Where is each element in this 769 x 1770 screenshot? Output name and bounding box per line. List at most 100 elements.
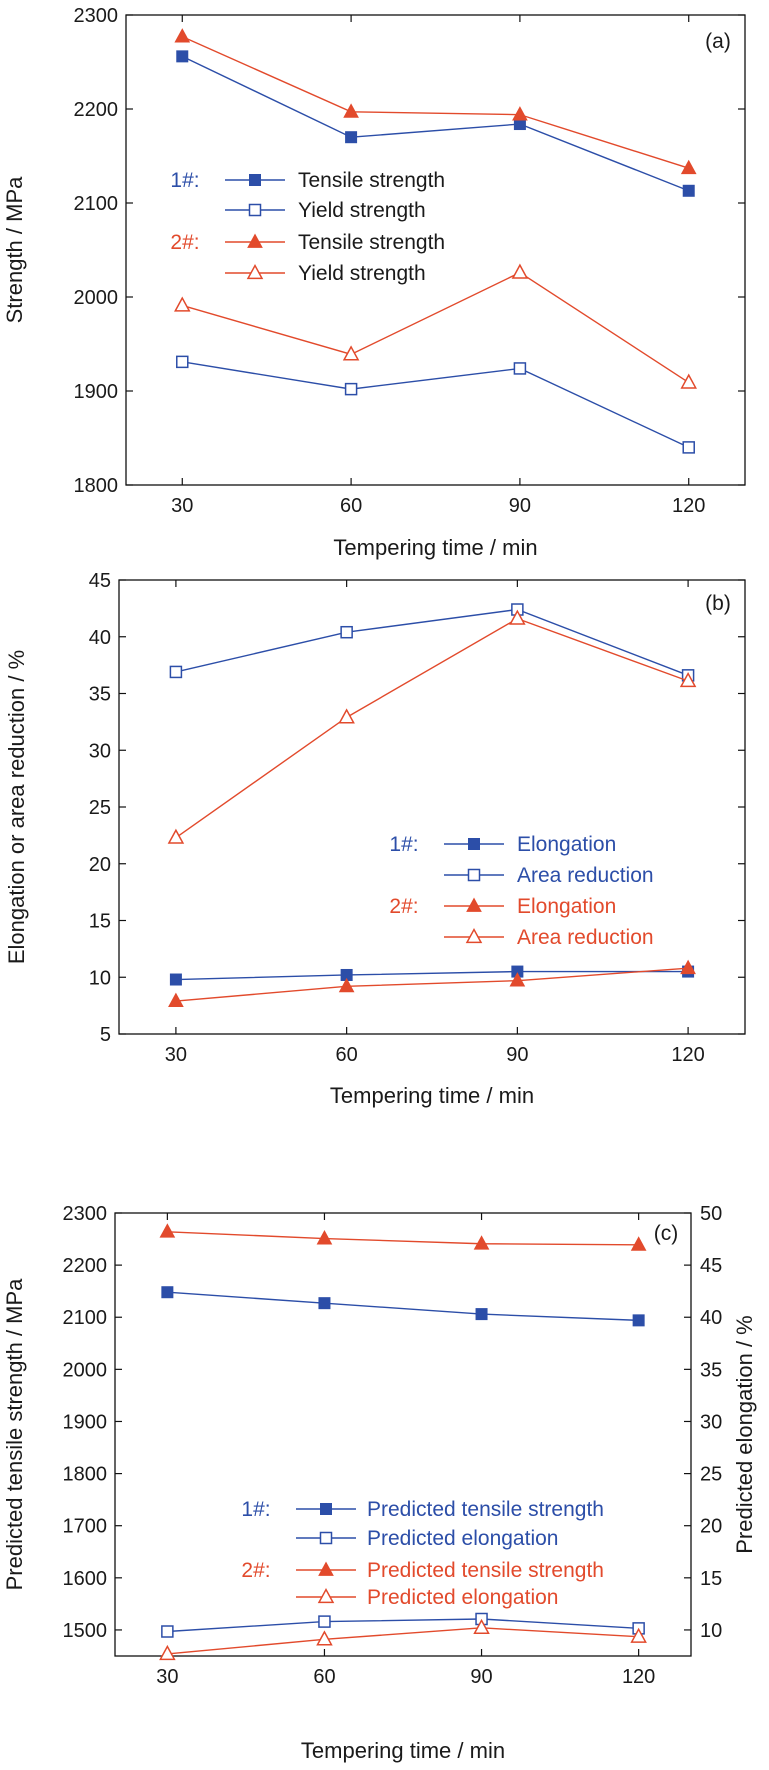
y-tick-label: 1600	[63, 1568, 108, 1590]
y-tick-label: 30	[89, 740, 111, 762]
series-line	[182, 271, 690, 384]
legend-entry-label: Elongation	[517, 833, 616, 856]
data-point	[680, 959, 696, 975]
series-2-area-reduction	[167, 609, 697, 844]
x-tick-label: 90	[509, 495, 531, 517]
series-line	[175, 967, 689, 1002]
y-tick-label: 35	[89, 684, 111, 706]
data-point	[512, 106, 528, 121]
data-point	[316, 1230, 333, 1245]
series-1-area-reduction	[169, 603, 695, 682]
x-axis-title: Tempering time / min	[330, 1083, 534, 1108]
legend-marker	[467, 868, 481, 882]
y-tick-label: 2300	[63, 1203, 108, 1225]
data-point	[682, 441, 695, 454]
legend-marker	[249, 174, 261, 186]
y2-tick-label: 20	[700, 1516, 722, 1538]
x-axis-title: Tempering time / min	[333, 535, 537, 560]
legend-group-label: 2#:	[389, 895, 418, 918]
series-2-elongation	[168, 959, 696, 1007]
legend-marker	[465, 927, 483, 944]
data-point	[174, 28, 191, 43]
y-tick-label: 1700	[63, 1516, 108, 1538]
series-line	[167, 1627, 639, 1655]
data-point	[159, 1644, 176, 1661]
data-point	[473, 1235, 490, 1250]
series-2-tensile-strength	[174, 28, 697, 175]
y2-tick-label: 30	[700, 1411, 722, 1433]
data-point	[316, 1630, 333, 1646]
legend-entry-label: Elongation	[517, 895, 616, 918]
legend-marker	[246, 263, 264, 280]
y-tick-label: 10	[89, 967, 111, 989]
y2-axis-title: Predicted elongation / %	[732, 1315, 757, 1554]
legend-marker	[318, 1561, 334, 1576]
plot-frame	[125, 14, 746, 486]
data-point	[509, 609, 526, 625]
legend-entry-label: Area reduction	[517, 926, 654, 949]
data-point	[169, 973, 182, 986]
data-point	[159, 1223, 176, 1238]
data-point	[338, 708, 355, 724]
legend-entry-label: Predicted tensile strength	[367, 1559, 604, 1582]
y-tick-label: 2200	[63, 1255, 108, 1277]
data-point	[345, 131, 358, 144]
y-tick-label: 1800	[63, 1464, 108, 1486]
x-tick-label: 30	[165, 1044, 187, 1066]
data-point	[679, 672, 697, 688]
data-point	[343, 103, 359, 118]
legend-entry-label: Area reduction	[517, 864, 654, 887]
data-point	[344, 382, 358, 396]
legend-entry-label: Tensile strength	[298, 169, 445, 192]
y-axis-title: Predicted tensile strength / MPa	[2, 1278, 27, 1591]
legend-marker	[468, 838, 480, 850]
data-point	[509, 972, 526, 987]
y2-tick-label: 10	[700, 1620, 722, 1642]
data-point	[475, 1308, 488, 1321]
chart-panel-3: 30 60 90 120 1500 1600 1700 1800 1900 2000 2100 220…	[2, 1203, 757, 1763]
series-line	[181, 35, 689, 169]
data-point	[167, 828, 185, 844]
y-tick-label: 45	[89, 570, 111, 592]
legend-group-label: 2#:	[241, 1559, 270, 1582]
y2-tick-label: 15	[700, 1568, 722, 1590]
y-tick-label: 25	[89, 797, 111, 819]
y-tick-label: 2200	[74, 99, 119, 121]
data-point	[513, 362, 527, 375]
data-point	[174, 296, 191, 312]
data-point	[340, 625, 353, 639]
y-tick-label: 1900	[63, 1411, 108, 1433]
panel-label: (a)	[705, 30, 731, 53]
data-point	[168, 992, 184, 1007]
legend-entry-label: Predicted tensile strength	[367, 1498, 604, 1521]
legend-entry-label: Predicted elongation	[367, 1527, 558, 1550]
y-tick-label: 2100	[74, 193, 119, 215]
panel-label: (b)	[705, 592, 731, 615]
x-tick-label: 60	[340, 495, 362, 517]
y2-tick-label: 35	[700, 1359, 722, 1381]
x-tick-label: 30	[171, 495, 193, 517]
data-point	[630, 1236, 647, 1251]
panel-label: (c)	[654, 1222, 679, 1245]
data-point	[342, 345, 360, 361]
series-1-elongation	[169, 965, 695, 986]
plot-frame	[118, 579, 746, 1035]
legend: 1#: Predicted tensile strength Predicted e…	[241, 1498, 604, 1609]
series-line	[167, 1291, 639, 1322]
x-tick-label: 60	[336, 1044, 358, 1066]
x-axis-title: Tempering time / min	[301, 1738, 505, 1763]
series-line	[181, 55, 689, 192]
x-tick-label: 60	[313, 1666, 335, 1688]
legend-marker	[319, 1531, 333, 1545]
y-axis-title: Strength / MPa	[2, 176, 27, 324]
series-1-tensile-strength	[176, 50, 695, 197]
series-1-predicted-tensile-strength	[161, 1286, 645, 1327]
data-point	[473, 1618, 490, 1635]
series-1-yield-strength	[176, 355, 695, 454]
data-point	[176, 50, 189, 63]
x-tick-label: 90	[470, 1666, 492, 1688]
legend-entry-label: Predicted elongation	[367, 1586, 558, 1609]
series-2-yield-strength	[174, 263, 697, 389]
data-point	[680, 373, 697, 389]
